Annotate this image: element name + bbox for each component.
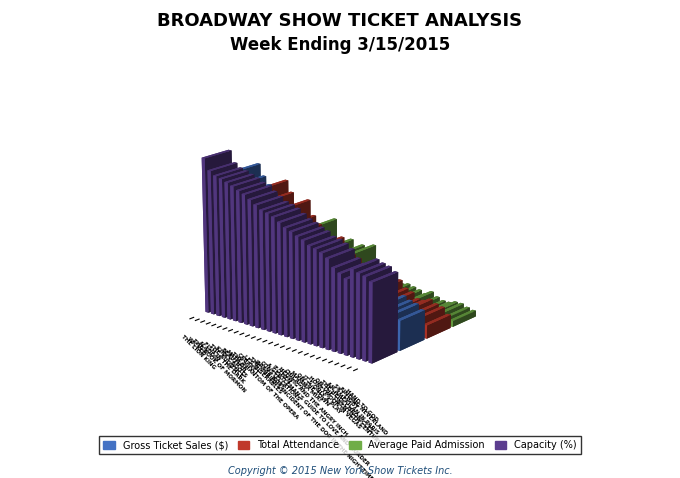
- Text: Copyright © 2015 New York Show Tickets Inc.: Copyright © 2015 New York Show Tickets I…: [228, 466, 452, 476]
- Text: BROADWAY SHOW TICKET ANALYSIS: BROADWAY SHOW TICKET ANALYSIS: [158, 12, 522, 30]
- Legend: Gross Ticket Sales ($), Total Attendance, Average Paid Admission, Capacity (%): Gross Ticket Sales ($), Total Attendance…: [99, 436, 581, 454]
- Text: Week Ending 3/15/2015: Week Ending 3/15/2015: [230, 36, 450, 54]
